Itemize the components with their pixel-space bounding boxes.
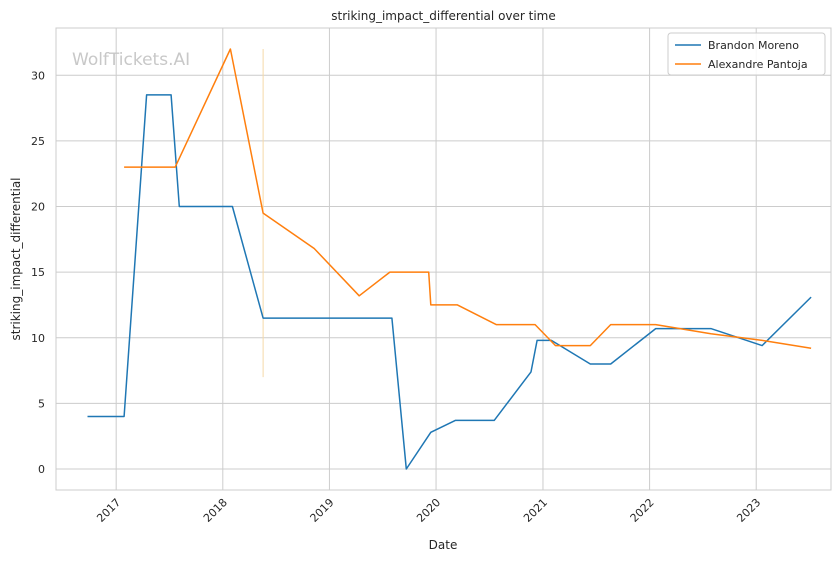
y-tick-label: 25 xyxy=(31,135,45,148)
plot-frame xyxy=(55,27,832,491)
legend-label-brandon-moreno: Brandon Moreno xyxy=(708,39,799,52)
series-line-alexandre-pantoja xyxy=(124,48,812,350)
watermark-text: WolfTickets.AI xyxy=(72,50,190,70)
y-tick-label: 10 xyxy=(31,332,45,345)
x-tick-labels: 2017 2018 2019 2020 2021 2022 2023 xyxy=(94,496,763,525)
y-tick-label: 20 xyxy=(31,201,45,214)
y-axis-label: striking_impact_differential xyxy=(9,177,23,340)
y-tick-label: 0 xyxy=(38,463,45,476)
x-tick-label: 2021 xyxy=(521,496,550,525)
legend-label-alexandre-pantoja: Alexandre Pantoja xyxy=(708,58,808,71)
x-tick-label: 2018 xyxy=(201,496,230,525)
x-tick-label: 2017 xyxy=(94,496,123,525)
x-tick-label: 2020 xyxy=(414,496,443,525)
y-tick-label: 15 xyxy=(31,266,45,279)
x-tick-label: 2022 xyxy=(628,496,657,525)
series-line-brandon-moreno xyxy=(87,94,812,470)
chart-title: striking_impact_differential over time xyxy=(331,9,556,23)
x-tick-label: 2023 xyxy=(734,496,763,525)
y-tick-label: 30 xyxy=(31,69,45,82)
series-layer xyxy=(87,48,812,470)
y-tick-label: 5 xyxy=(38,397,45,410)
legend: Brandon Moreno Alexandre Pantoja xyxy=(667,32,826,76)
x-axis-label: Date xyxy=(429,538,458,552)
y-tick-labels: 0 5 10 15 20 25 30 xyxy=(31,69,45,476)
grid-layer xyxy=(56,28,831,490)
legend-box xyxy=(667,32,826,76)
x-tick-label: 2019 xyxy=(308,496,337,525)
